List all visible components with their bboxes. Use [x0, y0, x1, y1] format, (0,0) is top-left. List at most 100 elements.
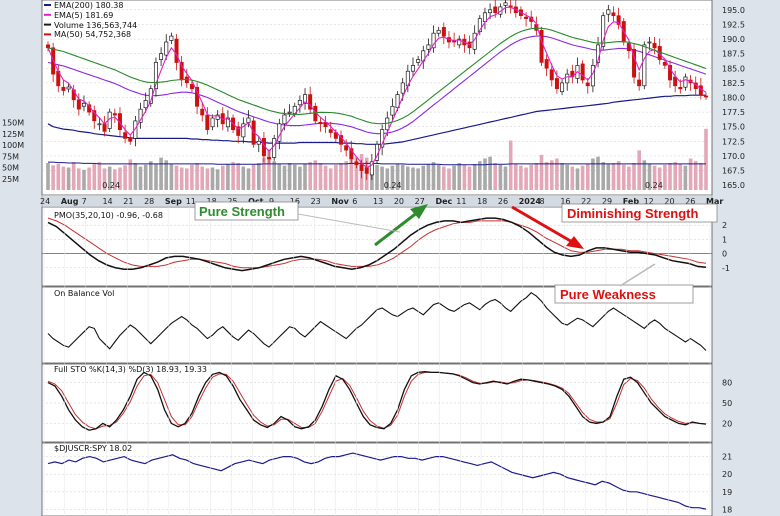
- volume-bar: [107, 166, 112, 190]
- legend-volume: Volume 136,563,744: [54, 21, 137, 30]
- x-tick-29: 12: [644, 197, 654, 206]
- volume-bar: [472, 163, 477, 190]
- price-tick-6: 180.0: [722, 94, 745, 103]
- volume-bar: [241, 166, 246, 190]
- volume-bar: [97, 162, 102, 190]
- volume-bar: [380, 166, 384, 190]
- volume-bar: [627, 166, 631, 190]
- djuscr-tick-0: 21: [722, 453, 732, 462]
- volume-bar: [354, 156, 359, 190]
- candle-body: [503, 2, 508, 6]
- volume-bar: [560, 163, 564, 190]
- price-tick-5: 182.5: [722, 79, 745, 88]
- volume-bar: [498, 164, 503, 190]
- volume-bar: [303, 163, 307, 190]
- candle-body: [267, 157, 272, 160]
- volume-bar: [251, 164, 256, 190]
- candle-body: [436, 29, 441, 34]
- candle-body: [477, 18, 482, 33]
- volume-bar: [591, 158, 595, 190]
- x-tick-31: 26: [685, 197, 695, 206]
- volume-bar: [416, 168, 420, 190]
- volume-marker-0: 0.24: [102, 181, 120, 190]
- candle-body: [524, 16, 529, 19]
- x-tick-23: 2024: [519, 197, 542, 206]
- x-tick-16: 13: [373, 197, 383, 206]
- volume-bar: [575, 168, 580, 190]
- candle-body: [246, 117, 251, 123]
- annotation-box-pure-weakness: [554, 284, 694, 304]
- volume-bar: [514, 163, 518, 190]
- candle-body: [349, 148, 354, 160]
- candle-body: [328, 129, 333, 133]
- volume-bar: [154, 163, 158, 190]
- volume-bar: [287, 163, 292, 190]
- annotation-pure-weakness: Pure Weakness: [560, 287, 656, 302]
- candle-body: [431, 32, 436, 49]
- volume-bar: [174, 165, 179, 190]
- volume-bar: [426, 163, 431, 190]
- volume-bar: [87, 167, 91, 190]
- x-tick-11: 9: [269, 197, 274, 206]
- volume-bar: [339, 163, 343, 190]
- candle-body: [153, 62, 158, 90]
- volume-bar: [246, 168, 251, 190]
- candle-body: [601, 15, 606, 47]
- volume-bar: [313, 160, 318, 190]
- candle-body: [128, 138, 133, 142]
- volume-bar: [570, 166, 575, 190]
- volume-bar: [118, 167, 122, 190]
- x-tick-21: 18: [477, 197, 487, 206]
- volume-bar: [565, 164, 569, 190]
- volume-bar: [478, 161, 482, 190]
- volume-bar: [652, 165, 657, 190]
- x-tick-7: 11: [186, 197, 196, 206]
- volume-bar: [149, 161, 153, 190]
- djuscr-tick-3: 18: [722, 505, 732, 514]
- price-tick-10: 170.0: [722, 152, 745, 161]
- candle-body: [195, 86, 200, 107]
- volume-bar: [113, 169, 117, 190]
- ema5-line: [47, 6, 707, 169]
- volume-bar: [257, 163, 261, 190]
- legend-ema5: EMA(5) 181.69: [54, 11, 113, 20]
- candle-body: [549, 69, 554, 81]
- pure-strength-pointer: [297, 213, 401, 233]
- candle-body: [66, 86, 71, 90]
- candle-body: [647, 41, 652, 44]
- candle-body: [539, 29, 544, 63]
- volume-bar: [616, 161, 621, 190]
- candle-body: [102, 123, 107, 132]
- candle-body: [210, 117, 215, 128]
- legend-ma50: MA(50) 54,752,368: [54, 30, 131, 39]
- candle-body: [123, 132, 128, 139]
- volume-tick-3: 75M: [2, 152, 19, 161]
- volume-bar: [704, 128, 708, 190]
- volume-bar: [642, 160, 647, 190]
- volume-bar: [447, 168, 451, 190]
- x-tick-14: Nov: [331, 197, 349, 206]
- pmo-tick-3: -1: [722, 264, 730, 273]
- x-tick-4: 21: [123, 197, 133, 206]
- price-tick-12: 165.0: [722, 181, 745, 190]
- x-tick-30: 20: [664, 197, 674, 206]
- candle-body: [704, 95, 709, 98]
- volume-tick-2: 100M: [2, 141, 24, 150]
- candle-body: [92, 110, 97, 122]
- candle-body: [426, 44, 431, 50]
- volume-bar: [123, 165, 127, 191]
- candle-body: [225, 117, 230, 128]
- volume-bar: [138, 166, 143, 190]
- x-tick-22: 26: [498, 197, 508, 206]
- volume-bar: [102, 168, 107, 190]
- volume-bar: [601, 162, 605, 190]
- red-arrow-head: [566, 236, 584, 249]
- x-tick-12: 16: [290, 197, 300, 206]
- volume-bar: [406, 166, 410, 190]
- volume-bar: [693, 161, 698, 190]
- sto-tick-1: 50: [722, 399, 732, 408]
- price-tick-11: 167.5: [722, 167, 745, 176]
- volume-bar: [215, 169, 220, 190]
- candle-body: [616, 15, 621, 25]
- candle-body: [611, 12, 616, 17]
